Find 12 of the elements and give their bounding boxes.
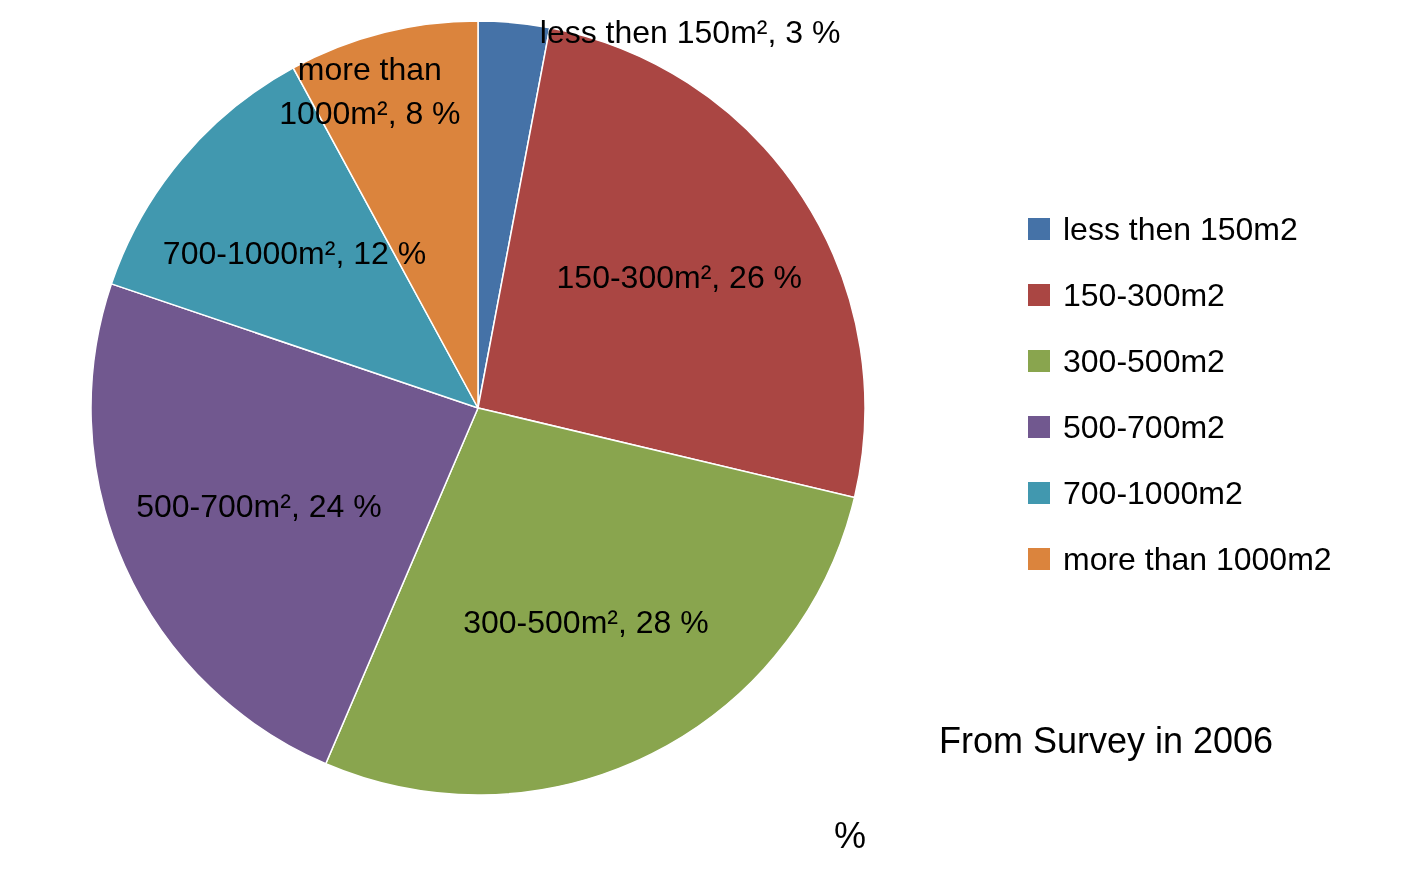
data-label: 500-700m², 24 % — [136, 487, 382, 524]
legend-label: 300-500m2 — [1063, 343, 1225, 379]
legend-label: 500-700m2 — [1063, 409, 1225, 445]
text: % — [833, 815, 867, 856]
data-label: 300-500m², 28 % — [463, 604, 709, 641]
legend-label: 150-300m2 — [1063, 277, 1225, 313]
data-label: 150-300m², 26 % — [556, 259, 803, 296]
data-label: 700-1000m², 12 % — [162, 235, 427, 272]
text: From Survey in 2006 — [938, 720, 1274, 761]
legend-label: less then 150m2 — [1063, 211, 1298, 247]
legend-label: more than 1000m2 — [1063, 541, 1332, 577]
legend-label: 700-1000m2 — [1063, 475, 1243, 511]
